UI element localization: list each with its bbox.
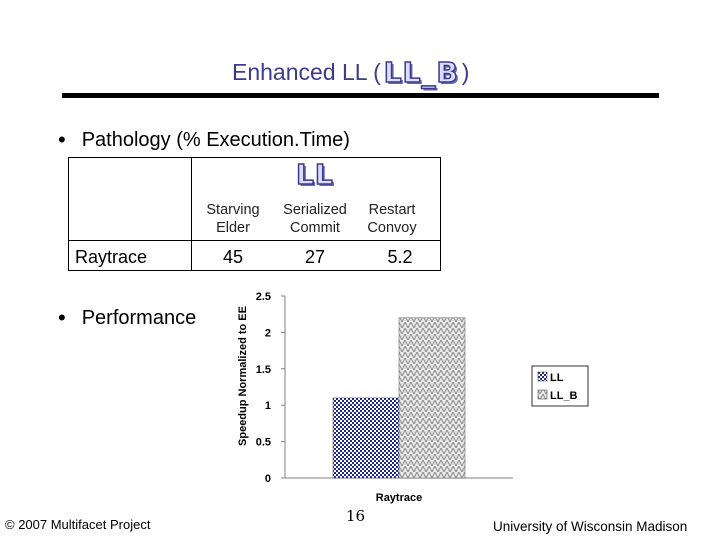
y-axis-title: Speedup Normalized to EE	[237, 306, 249, 446]
bullet-performance-text: Performance	[81, 306, 197, 329]
chart-y-ticks: 0 0.5 1 1.5 2 2.5	[256, 291, 285, 485]
ll-logo: LL	[295, 157, 334, 192]
bullet-pathology-text: Pathology (% Execution.Time)	[81, 128, 350, 151]
speedup-chart: 0 0.5 1 1.5 2 2.5 Speedup Normalized to EE Ra…	[237, 291, 589, 504]
row-label-raytrace: Raytrace	[75, 247, 148, 267]
bar-ll	[332, 397, 400, 479]
y-tick-label: 0	[265, 473, 271, 485]
slide-title: Enhanced LL ( LL_B )	[232, 52, 469, 92]
bullet-dot-icon: •	[58, 127, 66, 152]
pathology-table: Starving Elder Serialized Commit Restart…	[68, 157, 441, 271]
chart-legend: LL LL_B	[531, 365, 589, 407]
legend-swatch	[537, 371, 548, 382]
bar-ll-b	[398, 317, 466, 479]
header-line: Commit	[290, 220, 340, 236]
header-line: Starving	[206, 202, 260, 218]
title-suffix: )	[461, 58, 470, 85]
cell-restart-convoy: 5.2	[387, 247, 413, 267]
y-tick-label: 1	[265, 400, 271, 412]
x-axis-title: Raytrace	[376, 492, 422, 504]
cell-serialized-commit: 27	[304, 247, 326, 267]
header-line: Restart	[368, 202, 416, 218]
bullet-pathology: • Pathology (% Execution.Time)	[58, 127, 350, 153]
university-name: University of Wisconsin Madison	[493, 519, 688, 534]
y-tick-label: 1.5	[256, 364, 271, 376]
table-divider	[69, 240, 440, 241]
chart-bars	[332, 317, 466, 479]
title-underline	[62, 93, 659, 98]
legend-swatch	[537, 389, 548, 400]
legend-label: LL	[550, 372, 564, 384]
copyright-text: © 2007 Multifacet Project	[5, 517, 151, 532]
bullet-dot-icon: •	[58, 305, 66, 330]
header-line: Serialized	[283, 202, 347, 218]
bullet-performance: • Performance	[58, 305, 196, 331]
column-header-restart-convoy: Restart Convoy	[362, 201, 422, 237]
ll-b-logo: LL_B	[383, 55, 459, 90]
column-header-starving-elder: Starving Elder	[197, 201, 269, 237]
y-tick-label: 2.5	[256, 291, 271, 303]
legend-box	[531, 365, 589, 407]
header-line: Elder	[216, 220, 250, 236]
title-prefix: Enhanced LL (	[232, 58, 381, 85]
page-number: 16	[346, 507, 366, 525]
y-tick-label: 0.5	[256, 437, 271, 449]
y-tick-label: 2	[265, 327, 271, 339]
header-line: Convoy	[367, 220, 417, 236]
legend-label: LL_B	[550, 390, 578, 402]
cell-starving-elder: 45	[222, 247, 244, 267]
column-header-serialized-commit: Serialized Commit	[277, 201, 353, 237]
table-divider	[191, 158, 192, 270]
